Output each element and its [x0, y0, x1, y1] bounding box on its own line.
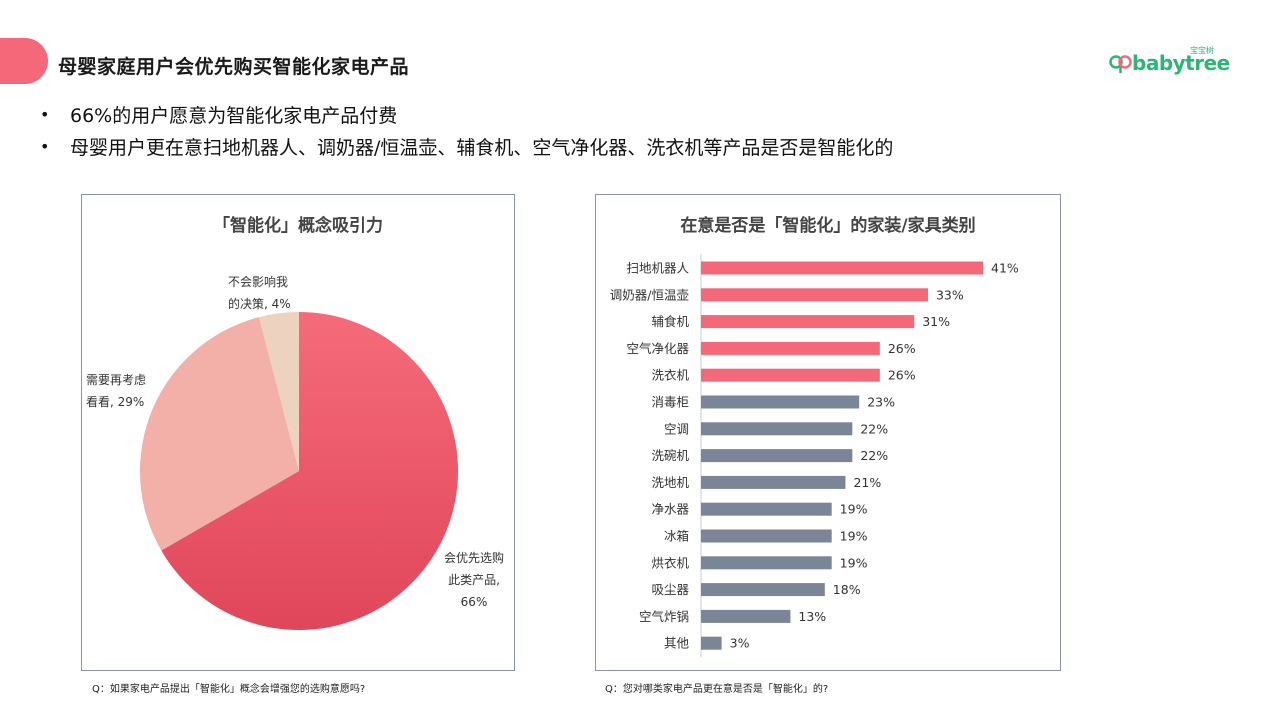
pie-label-line: 66%: [460, 595, 488, 609]
bar-category-label: 扫地机器人: [626, 261, 689, 276]
bar-mark: [701, 449, 853, 463]
bar-mark: [701, 395, 860, 409]
bar-value-label: 31%: [922, 314, 950, 329]
bullet-dot: •: [40, 104, 50, 124]
bullet-text: 66%的用户愿意为智能化家电产品付费: [70, 104, 398, 127]
bar-chart-panel: 在意是否是「智能化」的家装/家具类别 扫地机器人 41% 调奶器/恒温壶 33% 辅食机…: [595, 194, 1061, 671]
bar-category-label: 洗地机: [651, 475, 689, 490]
pie-label-line: 此类产品,: [448, 573, 500, 587]
pie-label-line: 的决策, 4%: [228, 297, 291, 311]
bullet-item: • 66%的用户愿意为智能化家电产品付费: [40, 98, 893, 130]
bar-value-label: 19%: [840, 529, 868, 544]
bar-value-label: 33%: [936, 287, 964, 302]
pie-label-line: 需要再考虑: [86, 373, 147, 387]
bar-mark: [701, 422, 853, 436]
pie-label-line: 看看, 29%: [86, 395, 145, 409]
bar-mark: [701, 583, 825, 597]
bar-category-label: 吸尘器: [651, 582, 689, 597]
bar-mark: [701, 636, 722, 650]
bar-mark: [701, 475, 846, 489]
pie-chart-title: 「智能化」概念吸引力: [213, 216, 383, 236]
pie-question-footnote: Q：如果家电产品提出「智能化」概念会增强您的选购意愿吗?: [92, 684, 366, 695]
bullet-dot: •: [40, 136, 50, 156]
logo-text: babytree: [1132, 51, 1230, 75]
bar-value-label: 3%: [730, 636, 750, 651]
bar-mark: [701, 341, 880, 355]
bar-category-label: 冰箱: [664, 529, 689, 544]
bullet-list: • 66%的用户愿意为智能化家电产品付费 • 母婴用户更在意扫地机器人、调奶器/…: [40, 98, 893, 162]
pie-label-reconsider: 需要再考虑 看看, 29%: [86, 369, 146, 413]
bar-mark: [701, 502, 832, 516]
page-title: 母婴家庭用户会优先购买智能化家电产品: [58, 56, 410, 78]
bar-mark: [701, 529, 832, 543]
bar-question-footnote: Q：您对哪类家电产品更在意是否是「智能化」的?: [605, 684, 829, 695]
bar-category-label: 辅食机: [651, 314, 689, 329]
bar-value-label: 18%: [833, 582, 861, 597]
pie-label-line: 不会影响我: [228, 275, 289, 289]
bar-value-label: 23%: [867, 395, 895, 410]
bar-mark: [701, 368, 880, 382]
bar-value-label: 22%: [860, 448, 888, 463]
bar-category-label: 烘衣机: [651, 555, 689, 570]
pie-chart-panel: 「智能化」概念吸引力 不会影响我 的决策, 4% 需要再考虑 看看, 29% 会…: [81, 194, 515, 671]
pie-label-line: 会优先选购: [444, 551, 505, 565]
bar-value-label: 21%: [853, 475, 881, 490]
bar-category-label: 洗衣机: [651, 368, 689, 383]
title-accent-tab: [0, 38, 48, 84]
logo-icon: [1109, 55, 1132, 73]
bar-category-label: 空气炸锅: [639, 609, 689, 624]
bar-category-label: 净水器: [651, 502, 689, 517]
bar-mark: [701, 261, 983, 275]
bar-category-label: 其他: [664, 636, 690, 651]
bar-value-label: 19%: [840, 502, 868, 517]
bar-mark: [701, 609, 791, 623]
bar-value-label: 22%: [860, 421, 888, 436]
bar-mark: [701, 315, 915, 329]
bar-category-label: 空调: [664, 421, 689, 436]
logo-cn-text: 宝宝树: [1190, 46, 1214, 55]
bar-category-label: 调奶器/恒温壶: [610, 287, 689, 302]
pie-chart: [140, 312, 459, 630]
bar-value-label: 26%: [888, 341, 916, 356]
bar-chart: 扫地机器人 41% 调奶器/恒温壶 33% 辅食机 31% 空气净化器 26% 洗衣机 26% 消毒…: [610, 254, 1019, 658]
pie-label-priority: 会优先选购 此类产品, 66%: [444, 547, 504, 613]
bullet-text: 母婴用户更在意扫地机器人、调奶器/恒温壶、辅食机、空气净化器、洗衣机等产品是否是…: [70, 136, 894, 159]
pie-slice-priority: [161, 312, 459, 630]
pie-label-no-effect: 不会影响我 的决策, 4%: [228, 271, 291, 315]
bar-value-label: 19%: [840, 555, 868, 570]
bar-chart-title: 在意是否是「智能化」的家装/家具类别: [680, 216, 976, 236]
bar-category-label: 消毒柜: [651, 395, 689, 410]
bar-category-label: 洗碗机: [651, 448, 689, 463]
bar-mark: [701, 556, 832, 570]
bullet-item: • 母婴用户更在意扫地机器人、调奶器/恒温壶、辅食机、空气净化器、洗衣机等产品是…: [40, 130, 893, 162]
bar-value-label: 41%: [991, 261, 1019, 276]
pie-slice-no-effect: [259, 312, 299, 471]
bar-value-label: 13%: [798, 609, 826, 624]
pie-slice-reconsider: [140, 317, 299, 551]
bar-category-label: 空气净化器: [626, 341, 689, 356]
bar-value-label: 26%: [888, 368, 916, 383]
bar-mark: [701, 288, 928, 302]
